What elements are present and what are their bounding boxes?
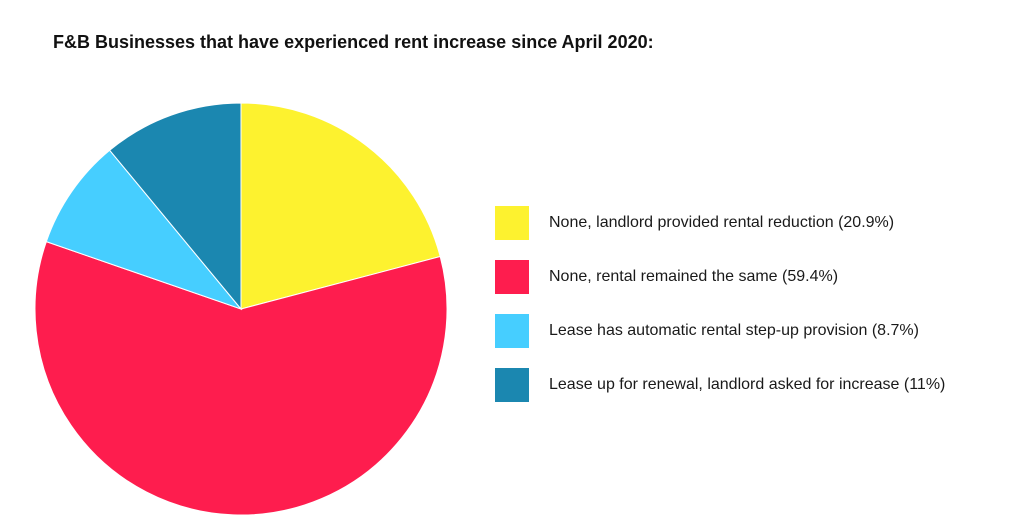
legend-label: Lease up for renewal, landlord asked for… <box>549 376 946 393</box>
legend-swatch <box>495 260 529 294</box>
pie-slice-4 <box>108 102 242 311</box>
pie-slice-1 <box>240 102 441 310</box>
chart-title: F&B Businesses that have experienced ren… <box>53 32 654 52</box>
legend-item: Lease has automatic rental step-up provi… <box>495 314 945 348</box>
legend-label: Lease has automatic rental step-up provi… <box>549 322 919 339</box>
legend-item: None, landlord provided rental reduction… <box>495 206 945 240</box>
pie-slice-3 <box>45 149 243 311</box>
chart-legend: None, landlord provided rental reduction… <box>495 206 945 422</box>
pie-slice-2 <box>34 241 448 516</box>
legend-swatch <box>495 368 529 402</box>
legend-label: None, rental remained the same (59.4%) <box>549 268 839 285</box>
legend-item: Lease up for renewal, landlord asked for… <box>495 368 945 402</box>
legend-swatch <box>495 206 529 240</box>
legend-label: None, landlord provided rental reduction… <box>549 214 895 231</box>
legend-swatch <box>495 314 529 348</box>
legend-item: None, rental remained the same (59.4%) <box>495 260 945 294</box>
